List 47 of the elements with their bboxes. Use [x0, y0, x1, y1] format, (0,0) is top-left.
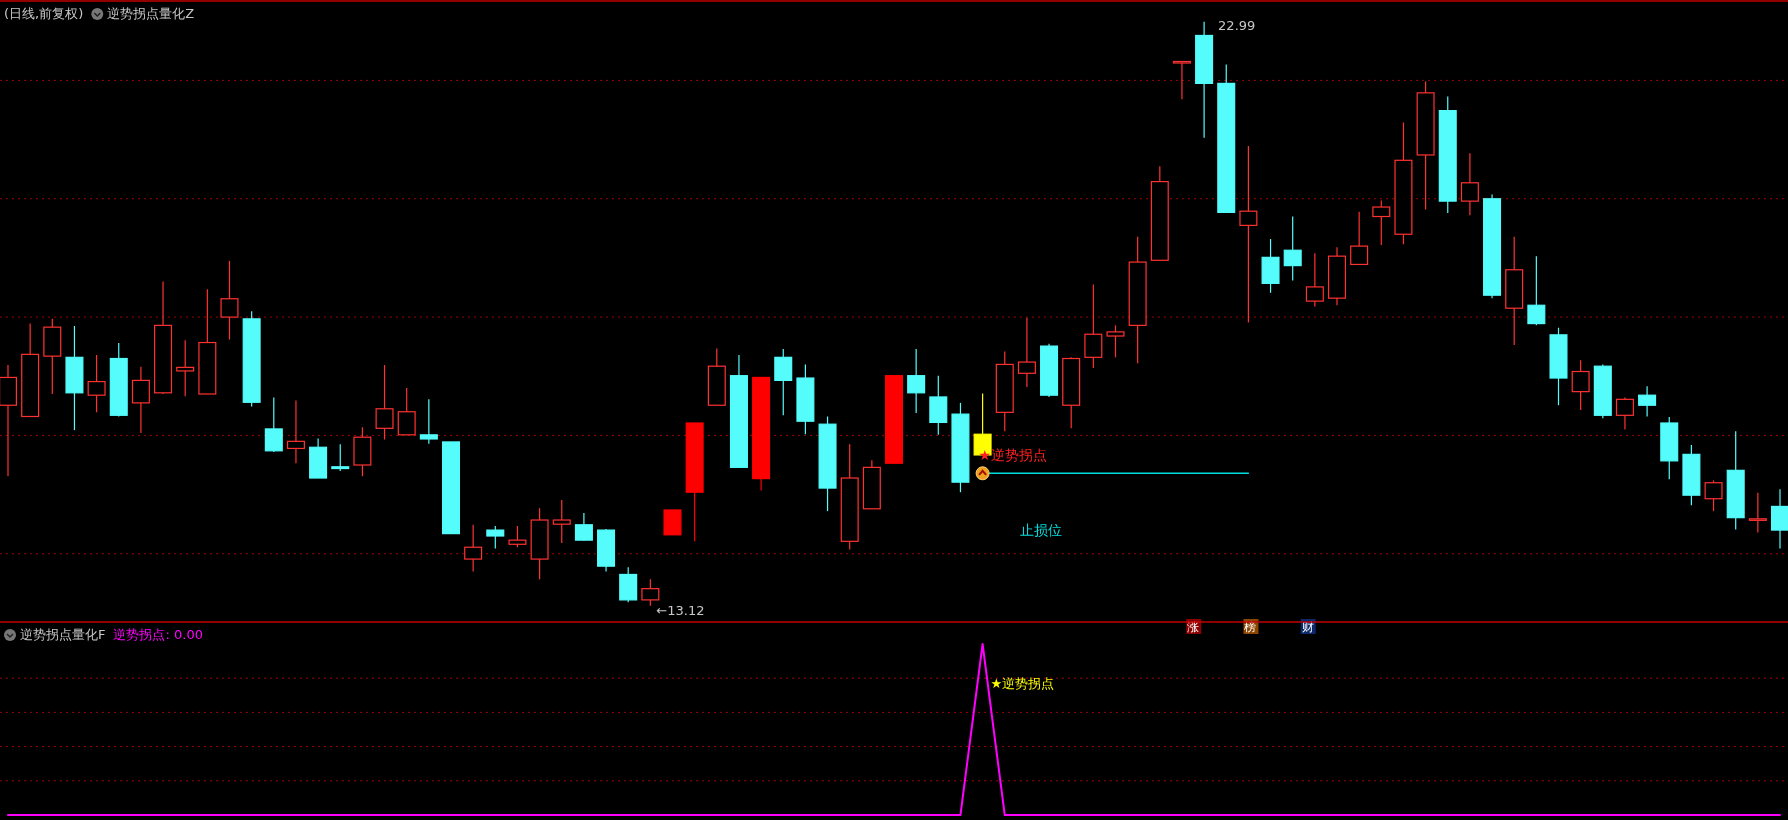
- annotation: ★逆势拐点: [990, 676, 1055, 692]
- candlestick: [907, 348, 926, 414]
- candlestick: [1350, 211, 1369, 266]
- candlestick: [1770, 488, 1788, 550]
- candlestick: [1748, 492, 1767, 534]
- candlestick: [1283, 215, 1302, 282]
- candlestick: [176, 339, 195, 397]
- candlestick: [1571, 359, 1590, 411]
- text: 榜: [1244, 620, 1257, 634]
- candlestick: [331, 443, 350, 472]
- annotation: 22.99: [1218, 17, 1256, 33]
- chart-title: 逆势拐点量化F: [20, 627, 106, 642]
- chart-title: (日线,前复权): [4, 6, 84, 21]
- candlestick: [508, 525, 527, 548]
- candlestick: [87, 354, 106, 413]
- candlestick: [574, 512, 593, 542]
- chart-subtitle: 逆势拐点量化Z: [107, 6, 195, 21]
- candlestick: [1615, 396, 1634, 431]
- candlestick: [1239, 145, 1258, 324]
- candlestick: [264, 396, 283, 453]
- candlestick: [286, 399, 305, 464]
- annotation: ←13.12: [656, 602, 705, 618]
- candlestick: [1638, 385, 1657, 418]
- candlestick: [131, 366, 150, 434]
- candlestick: [1305, 252, 1324, 308]
- candlestick: [1017, 317, 1036, 388]
- text: 止损位: [1019, 522, 1062, 539]
- candlestick: [397, 387, 416, 436]
- annotation: ★逆势拐点: [978, 446, 1048, 463]
- text: 涨: [1187, 620, 1200, 634]
- candlestick: [1172, 60, 1191, 100]
- candlestick: [1372, 199, 1391, 246]
- candlestick: [774, 348, 793, 416]
- candlestick: [1084, 283, 1103, 369]
- candlestick: [1460, 152, 1479, 216]
- candlestick: [1527, 255, 1546, 326]
- candlestick: [641, 578, 660, 607]
- candlestick: [464, 524, 483, 573]
- candlestick: [552, 499, 571, 544]
- candlestick: [1704, 479, 1723, 512]
- candlestick: [1106, 324, 1125, 358]
- text: 逆势拐点: 0.00: [113, 627, 203, 642]
- candlestick: [419, 398, 438, 445]
- text: 财: [1301, 620, 1314, 634]
- candlestick: [375, 364, 394, 441]
- candlestick: [220, 260, 239, 341]
- candlestick: [486, 525, 505, 550]
